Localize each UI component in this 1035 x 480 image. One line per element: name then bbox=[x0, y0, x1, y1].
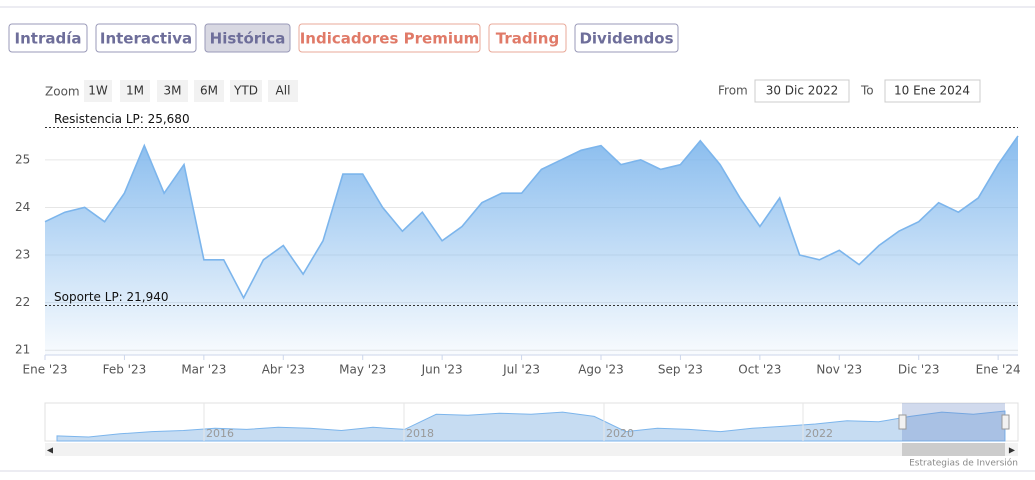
x-tick-label: Feb '23 bbox=[103, 363, 147, 377]
tab[interactable] bbox=[574, 23, 679, 53]
line bbox=[44, 135, 1019, 300]
zoom-label: Zoom bbox=[45, 85, 80, 99]
navigator-label: 2020 bbox=[606, 427, 634, 440]
x-tick-label: Abr '23 bbox=[262, 363, 305, 377]
zoom-button-label[interactable]: 3M bbox=[164, 84, 182, 98]
x-tick-label: Dic '23 bbox=[898, 363, 940, 377]
tab-label[interactable]: Trading bbox=[496, 30, 559, 48]
zoom-button-label[interactable]: 1M bbox=[126, 84, 144, 98]
x-tick-label: Ago '23 bbox=[578, 363, 624, 377]
x-tick-label: Ene '24 bbox=[976, 363, 1021, 377]
from-input[interactable] bbox=[754, 79, 850, 103]
x-tick-label: Jun '23 bbox=[421, 363, 463, 377]
y-tick-label: 22 bbox=[15, 295, 30, 309]
tab-label[interactable]: Histórica bbox=[210, 30, 286, 48]
zoom-button[interactable] bbox=[84, 80, 112, 102]
tab[interactable] bbox=[8, 23, 88, 53]
plot-line-label: Resistencia LP: 25,680 bbox=[54, 112, 190, 126]
to-label: To bbox=[860, 84, 874, 98]
tab-label[interactable]: Indicadores Premium bbox=[300, 30, 480, 48]
navigator-handle[interactable] bbox=[898, 414, 907, 430]
to-value[interactable]: 10 Ene 2024 bbox=[894, 84, 970, 98]
y-tick-label: 24 bbox=[15, 200, 30, 214]
zoom-button[interactable] bbox=[194, 80, 224, 102]
x-tick-label: Ene '23 bbox=[23, 363, 68, 377]
tab-label[interactable]: Interactiva bbox=[100, 30, 192, 48]
zoom-button[interactable] bbox=[120, 80, 150, 102]
x-tick-label: Jul '23 bbox=[502, 363, 540, 377]
scrollbar-track[interactable] bbox=[45, 443, 1018, 456]
tab[interactable] bbox=[298, 23, 481, 53]
tab-label[interactable]: Intradía bbox=[15, 30, 82, 48]
y-tick-label: 23 bbox=[15, 248, 30, 262]
to-input[interactable] bbox=[884, 79, 981, 103]
tab[interactable] bbox=[204, 23, 291, 53]
scrollbar-thumb[interactable] bbox=[902, 443, 1005, 456]
credit: Estrategias de Inversión bbox=[909, 458, 1018, 469]
zoom-button-label[interactable]: 6M bbox=[200, 84, 218, 98]
plot-line-label: Soporte LP: 21,940 bbox=[54, 290, 169, 304]
zoom-button-label[interactable]: YTD bbox=[233, 84, 258, 98]
x-tick-label: Mar '23 bbox=[181, 363, 226, 377]
x-tick-label: May '23 bbox=[339, 363, 386, 377]
x-tick-label: Nov '23 bbox=[816, 363, 862, 377]
navigator-handle[interactable] bbox=[1001, 414, 1010, 430]
tab[interactable] bbox=[488, 23, 567, 53]
navigator-label: 2016 bbox=[206, 427, 234, 440]
area bbox=[45, 136, 1018, 355]
tab[interactable] bbox=[95, 23, 197, 53]
navigator-area bbox=[56, 410, 1006, 442]
scroll-left[interactable]: ◀ bbox=[47, 446, 54, 455]
navigator-label: 2018 bbox=[406, 427, 434, 440]
x-tick-label: Oct '23 bbox=[738, 363, 781, 377]
zoom-button[interactable] bbox=[230, 80, 262, 102]
zoom-button-label[interactable]: 1W bbox=[88, 84, 108, 98]
tab-label[interactable]: Dividendos bbox=[579, 30, 673, 48]
y-tick-label: 21 bbox=[15, 343, 30, 357]
zoom-button-label[interactable]: All bbox=[276, 84, 291, 98]
from-label: From bbox=[718, 84, 748, 98]
navigator-label: 2022 bbox=[805, 427, 833, 440]
from-value[interactable]: 30 Dic 2022 bbox=[766, 84, 839, 98]
x-tick-label: Sep '23 bbox=[658, 363, 703, 377]
zoom-button[interactable] bbox=[157, 80, 188, 102]
y-tick-label: 25 bbox=[15, 152, 30, 166]
scroll-right[interactable]: ▶ bbox=[1009, 446, 1016, 455]
navigator-selection[interactable] bbox=[902, 403, 1005, 441]
zoom-button[interactable] bbox=[268, 80, 298, 102]
